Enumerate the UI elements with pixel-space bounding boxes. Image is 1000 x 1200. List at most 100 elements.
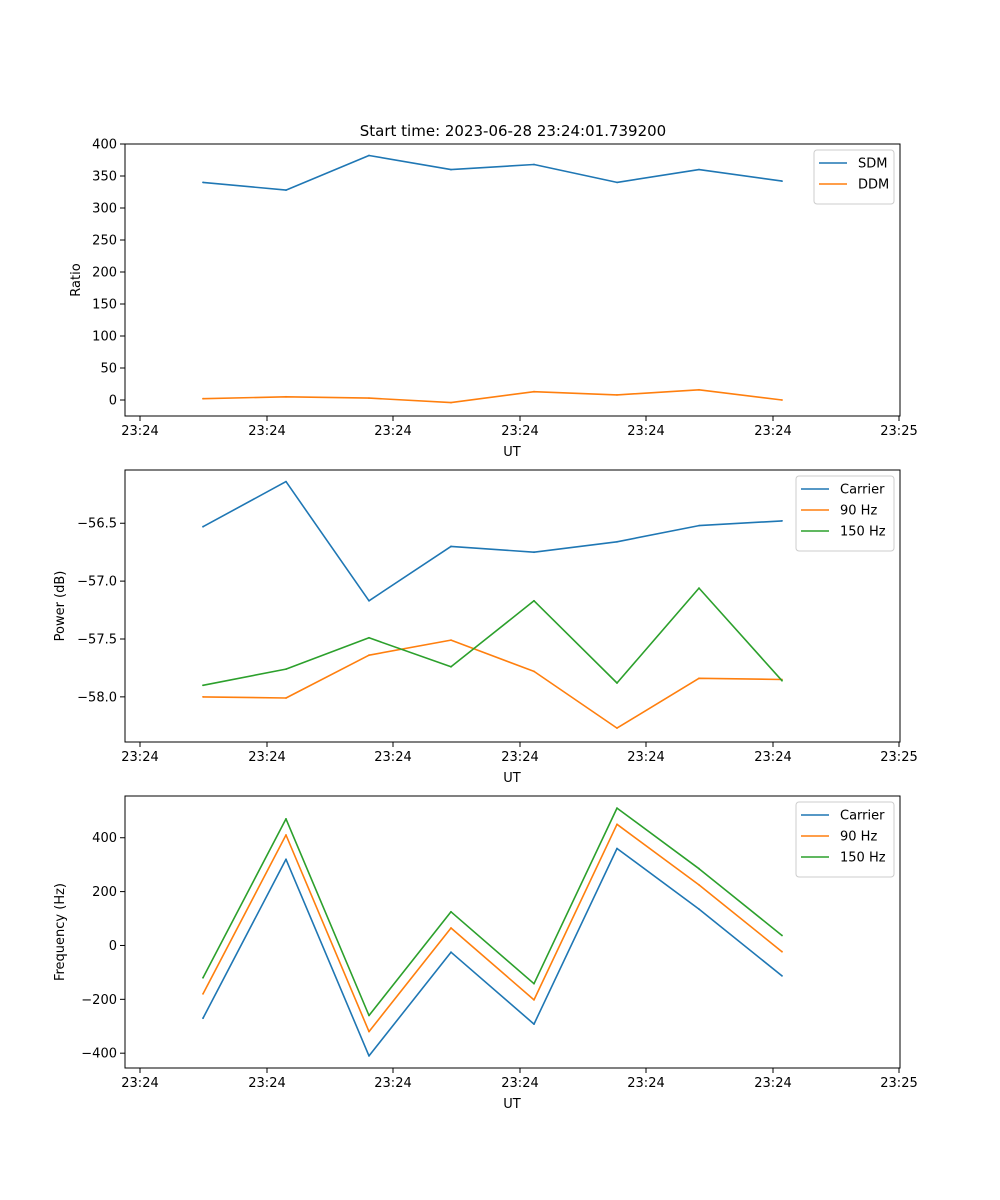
y-tick-label: 250 (92, 234, 117, 249)
legend-label: 150 Hz (840, 525, 886, 540)
data-point (616, 682, 618, 684)
data-point (202, 976, 204, 979)
axes-frame (124, 143, 901, 417)
y-tick-label: −56.5 (77, 517, 117, 532)
y-tick-label: −57.5 (77, 632, 117, 647)
chart-panel-2: 23:24 23:24 23:24 23:24 23:24 23:24 23:25 UT −56… (53, 469, 918, 786)
x-tick-label: 23:25 (880, 750, 917, 765)
legend-label: 90 Hz (840, 830, 877, 845)
x-axis-label: UT (503, 445, 521, 460)
x-tick-label: 23:24 (754, 1076, 791, 1091)
data-point (368, 154, 370, 157)
data-point (368, 654, 370, 657)
y-tick-label: −57.0 (77, 575, 117, 590)
data-point (285, 818, 287, 820)
chart-panel-3: 23:24 23:24 23:24 23:24 23:24 23:24 23:25 UT 400… (53, 795, 918, 1112)
series-line (202, 587, 783, 687)
x-tick-label: 23:25 (880, 424, 917, 439)
data-point (616, 727, 618, 729)
x-tick-label: 23:24 (501, 424, 538, 439)
data-point (285, 697, 287, 699)
data-point (285, 834, 287, 836)
data-point (616, 540, 618, 543)
data-point (202, 397, 204, 400)
legend: Carrier 90 Hz 150 Hz (795, 801, 895, 878)
y-tick-label: 300 (92, 202, 117, 217)
data-point (450, 665, 452, 668)
series-90-hz (202, 823, 783, 1033)
axes-frame (124, 469, 901, 743)
data-point (368, 599, 370, 602)
data-point (533, 670, 535, 673)
x-tick-label: 23:24 (121, 424, 158, 439)
data-point (616, 847, 618, 850)
y-tick-label: −400 (81, 1047, 117, 1062)
data-point (368, 1030, 370, 1033)
data-point (781, 520, 783, 522)
data-point (533, 999, 535, 1001)
data-point (368, 397, 370, 399)
x-tick-label: 23:24 (248, 424, 285, 439)
data-point (450, 168, 452, 171)
series-line (202, 388, 783, 404)
x-axis-label: UT (503, 1097, 521, 1112)
data-point (698, 168, 700, 171)
x-tick-label: 23:24 (121, 1076, 158, 1091)
data-point (450, 401, 452, 404)
data-point (533, 1023, 535, 1025)
data-point (368, 1014, 370, 1017)
y-axis-label: Ratio (69, 263, 84, 296)
data-point (781, 399, 783, 401)
data-point (202, 993, 204, 995)
series-line (202, 154, 783, 191)
data-point (698, 908, 700, 910)
data-point (616, 807, 618, 809)
data-point (698, 677, 700, 680)
legend-label: SDM (858, 157, 887, 172)
y-tick-label: 400 (92, 831, 117, 846)
data-point (202, 1017, 204, 1020)
x-tick-label: 23:24 (627, 1076, 664, 1091)
data-point (450, 639, 452, 641)
data-point (616, 181, 618, 184)
data-point (202, 181, 204, 184)
data-point (781, 679, 783, 682)
data-point (781, 950, 783, 953)
x-tick-label: 23:25 (880, 1076, 917, 1091)
data-point (698, 388, 700, 391)
chart-panel-1: 23:24 23:24 23:24 23:24 23:24 23:24 23:25 UT 0 50… (69, 138, 918, 461)
legend-label: 150 Hz (840, 851, 886, 866)
y-tick-label: 350 (92, 170, 117, 185)
x-tick-label: 23:24 (754, 424, 791, 439)
y-tick-label: −200 (81, 993, 117, 1008)
legend-label: Carrier (840, 809, 885, 824)
data-point (698, 524, 700, 527)
x-tick-label: 23:24 (627, 750, 664, 765)
series-150-hz (202, 807, 783, 1017)
data-point (202, 696, 204, 698)
figure-title: Start time: 2023-06-28 23:24:01.739200 (360, 122, 666, 140)
y-tick-label: 50 (100, 362, 117, 377)
legend-box (795, 475, 895, 552)
data-point (781, 975, 783, 977)
legend-label: Carrier (840, 483, 885, 498)
series-carrier (202, 480, 783, 602)
data-point (285, 858, 287, 861)
legend-box (795, 801, 895, 878)
y-tick-label: 200 (92, 266, 117, 281)
data-point (698, 884, 700, 886)
y-tick-label: 100 (92, 330, 117, 345)
data-point (285, 189, 287, 192)
data-point (202, 684, 204, 687)
x-tick-label: 23:24 (374, 424, 411, 439)
y-tick-label: 0 (109, 394, 117, 409)
x-axis-label: UT (503, 771, 521, 786)
data-point (781, 934, 783, 937)
data-point (450, 545, 452, 548)
axes-frame (124, 795, 901, 1069)
y-tick-label: 150 (92, 298, 117, 313)
data-point (450, 910, 452, 913)
data-point (450, 927, 452, 929)
data-point (450, 951, 452, 954)
y-axis-label: Frequency (Hz) (53, 883, 68, 981)
